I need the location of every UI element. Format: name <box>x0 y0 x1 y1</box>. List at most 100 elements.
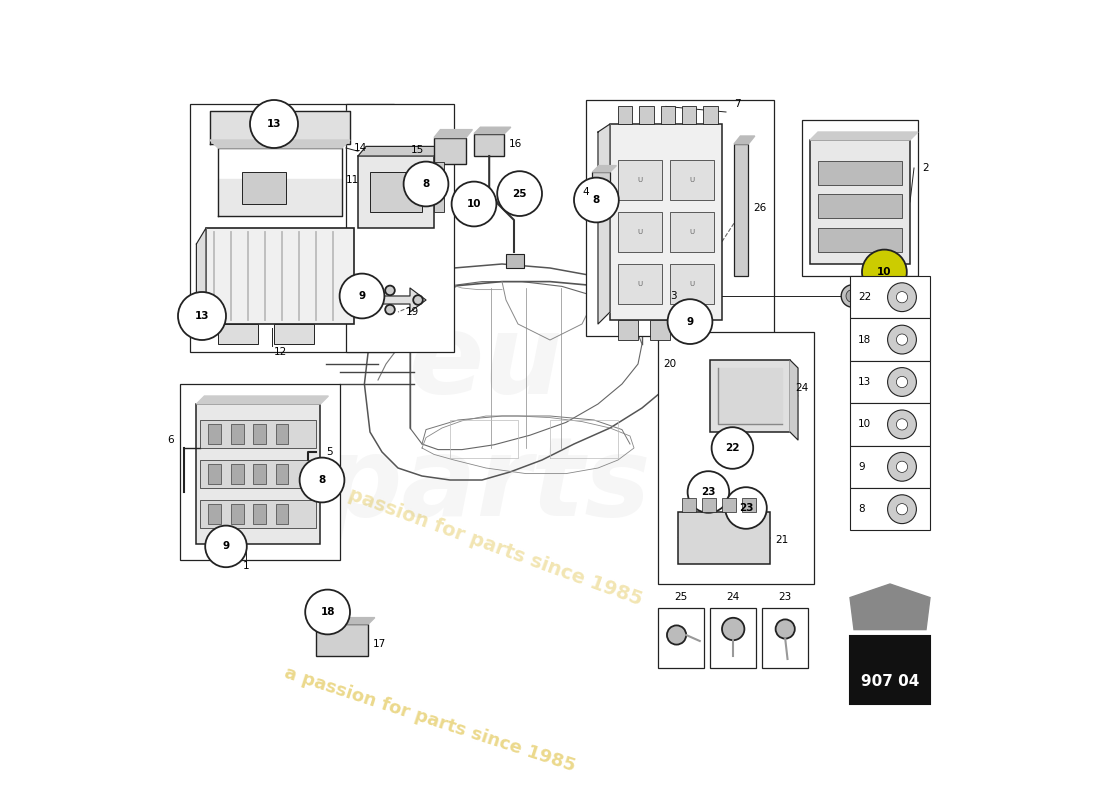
Circle shape <box>385 305 395 314</box>
Bar <box>682 498 696 512</box>
Text: 13: 13 <box>195 311 209 321</box>
Bar <box>231 504 243 524</box>
Circle shape <box>688 471 729 513</box>
Circle shape <box>846 290 859 302</box>
Bar <box>618 264 662 304</box>
Bar <box>670 160 714 200</box>
Text: U: U <box>690 281 695 287</box>
Text: 24: 24 <box>727 592 740 602</box>
Text: 16: 16 <box>508 139 521 149</box>
Bar <box>231 424 243 444</box>
Circle shape <box>896 376 907 387</box>
Bar <box>474 134 505 156</box>
Bar <box>703 106 717 124</box>
Circle shape <box>206 526 246 567</box>
Polygon shape <box>734 136 755 144</box>
Bar <box>200 460 317 488</box>
Circle shape <box>404 162 449 206</box>
Circle shape <box>725 487 767 529</box>
Bar <box>850 318 930 361</box>
Circle shape <box>888 282 916 311</box>
Bar <box>818 194 902 218</box>
Bar <box>346 104 454 352</box>
Bar <box>650 320 670 340</box>
Circle shape <box>842 285 864 307</box>
Circle shape <box>340 274 384 318</box>
Bar <box>208 464 221 484</box>
Polygon shape <box>598 124 611 324</box>
Text: 26: 26 <box>754 203 767 213</box>
Polygon shape <box>197 396 329 404</box>
Bar <box>850 403 930 446</box>
Bar <box>639 106 653 124</box>
Bar <box>253 464 266 484</box>
Polygon shape <box>474 127 510 134</box>
Bar <box>810 140 910 264</box>
Circle shape <box>497 171 542 216</box>
Bar <box>710 360 790 432</box>
Circle shape <box>896 504 907 515</box>
Text: 8: 8 <box>422 179 430 189</box>
Circle shape <box>385 286 395 295</box>
Bar <box>682 320 702 340</box>
Text: 9: 9 <box>359 291 365 301</box>
Text: 7: 7 <box>734 99 740 109</box>
Circle shape <box>667 626 686 645</box>
Bar <box>231 464 243 484</box>
Bar <box>618 212 662 252</box>
Polygon shape <box>810 132 918 140</box>
Text: 2: 2 <box>922 163 928 173</box>
Text: 5: 5 <box>326 447 332 457</box>
Circle shape <box>722 618 745 640</box>
Text: 10: 10 <box>466 199 482 209</box>
Bar <box>253 424 266 444</box>
Text: 20: 20 <box>663 359 676 369</box>
Text: 9: 9 <box>686 317 694 326</box>
Text: 14: 14 <box>354 143 367 153</box>
Polygon shape <box>593 166 616 172</box>
Polygon shape <box>354 288 426 312</box>
Polygon shape <box>358 146 442 156</box>
Circle shape <box>896 461 907 472</box>
Bar <box>276 504 288 524</box>
Circle shape <box>888 452 916 481</box>
Bar <box>434 138 466 164</box>
Bar <box>658 608 704 668</box>
Text: 18: 18 <box>320 607 334 617</box>
Polygon shape <box>218 178 342 216</box>
Bar <box>850 488 930 530</box>
Bar <box>434 162 443 180</box>
Bar <box>670 264 714 304</box>
Bar <box>618 320 638 340</box>
Bar <box>802 120 918 276</box>
Bar <box>722 498 736 512</box>
Bar <box>206 228 354 324</box>
Text: 22: 22 <box>858 292 871 302</box>
Bar <box>618 160 662 200</box>
Bar <box>661 106 675 124</box>
Text: 8: 8 <box>858 504 865 514</box>
Bar <box>850 636 930 704</box>
Bar <box>682 106 696 124</box>
Circle shape <box>888 325 916 354</box>
Text: 23: 23 <box>779 592 792 602</box>
Circle shape <box>414 295 422 305</box>
Circle shape <box>776 619 795 638</box>
Text: 9: 9 <box>858 462 865 472</box>
Bar <box>218 324 258 344</box>
Polygon shape <box>850 584 930 630</box>
Bar <box>818 161 902 185</box>
Text: 21: 21 <box>776 535 789 545</box>
Circle shape <box>178 292 226 340</box>
Circle shape <box>305 590 350 634</box>
Circle shape <box>299 458 344 502</box>
Text: 19: 19 <box>406 307 419 317</box>
Circle shape <box>888 494 916 523</box>
Text: 13: 13 <box>858 377 871 387</box>
Text: 11: 11 <box>346 175 360 185</box>
Bar <box>253 504 266 524</box>
Text: 907 04: 907 04 <box>861 674 920 689</box>
Bar <box>370 172 422 212</box>
Text: 13: 13 <box>266 119 282 129</box>
Polygon shape <box>790 360 798 440</box>
